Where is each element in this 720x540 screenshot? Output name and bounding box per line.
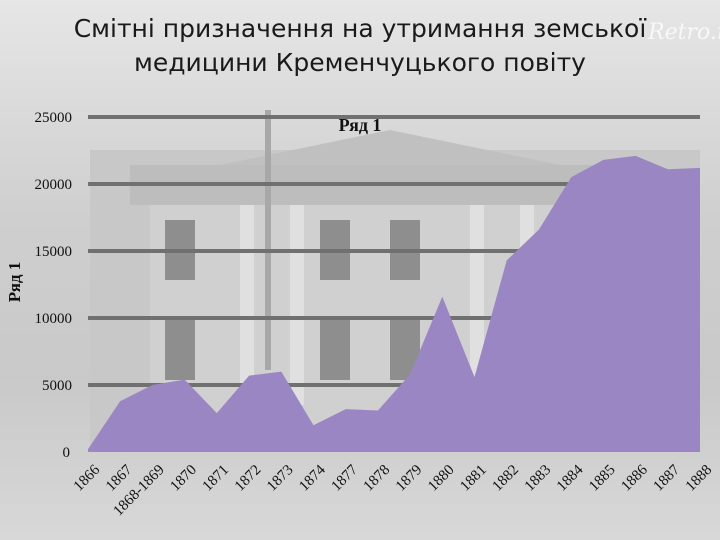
x-tick-1866: 1866: [71, 462, 104, 495]
x-tick-1878: 1878: [361, 462, 394, 495]
x-tick-1873: 1873: [264, 462, 297, 495]
x-tick-1884: 1884: [554, 462, 587, 495]
x-tick-1879: 1879: [393, 462, 426, 495]
y-tick-5000: 5000: [42, 378, 72, 394]
x-tick-1870: 1870: [167, 462, 200, 495]
chart-title: Смітні призначення на утримання земської…: [73, 14, 647, 77]
y-axis-label: Ряд 1: [5, 262, 24, 303]
y-axis-ticks: 0 5000 10000 15000 20000 25000: [35, 110, 73, 461]
x-tick-1887: 1887: [651, 462, 684, 495]
y-tick-20000: 20000: [35, 177, 73, 193]
x-tick-1872: 1872: [232, 462, 265, 495]
series-label: Ряд 1: [339, 115, 382, 135]
x-tick-1874: 1874: [296, 462, 329, 495]
x-tick-1888: 1888: [683, 462, 716, 495]
x-tick-1885: 1885: [586, 462, 619, 495]
series-area-path: [88, 155, 700, 452]
x-tick-1877: 1877: [328, 462, 361, 495]
x-tick-1883: 1883: [522, 462, 555, 495]
series-area: [87, 155, 701, 452]
watermark: Retro.ru: [648, 20, 720, 45]
x-tick-1886: 1886: [618, 462, 651, 495]
x-tick-1880: 1880: [425, 462, 458, 495]
y-tick-25000: 25000: [35, 110, 73, 126]
x-tick-1882: 1882: [490, 462, 523, 495]
x-tick-1881: 1881: [457, 462, 490, 495]
x-tick-1871: 1871: [200, 462, 233, 495]
y-tick-0: 0: [63, 445, 71, 461]
y-tick-15000: 15000: [35, 244, 73, 260]
y-tick-10000: 10000: [35, 311, 73, 327]
